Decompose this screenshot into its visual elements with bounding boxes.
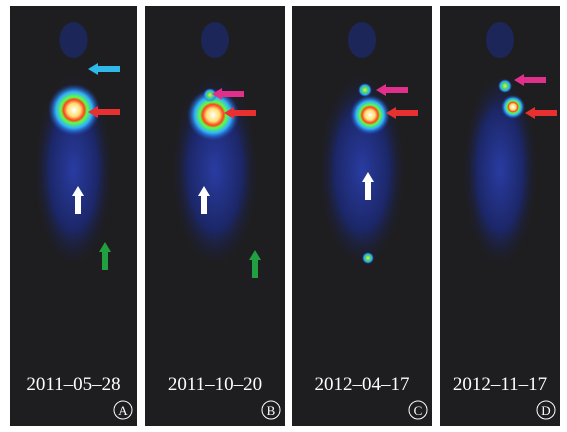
body-glow [486, 22, 514, 58]
date: 2012–04–17 [315, 374, 410, 395]
body-glow [60, 22, 88, 58]
date: 2011–10–20 [168, 374, 262, 395]
signal [358, 83, 372, 97]
signal [350, 95, 390, 135]
signal [362, 252, 374, 264]
panel-label: D [541, 403, 550, 418]
panel-label: B [267, 403, 276, 418]
signal [498, 79, 512, 93]
signal [501, 95, 525, 119]
date: 2012–11–17 [453, 374, 547, 395]
figure: 2011–05–28 A 2011–10–20 B 2012–04–17 C 2012–11… [0, 0, 567, 432]
date: 2011–05–28 [26, 374, 120, 395]
body-glow [462, 70, 539, 270]
panel-label: C [414, 403, 423, 418]
body-glow [201, 22, 229, 58]
body-glow [348, 22, 376, 58]
panel-label: A [118, 403, 128, 418]
